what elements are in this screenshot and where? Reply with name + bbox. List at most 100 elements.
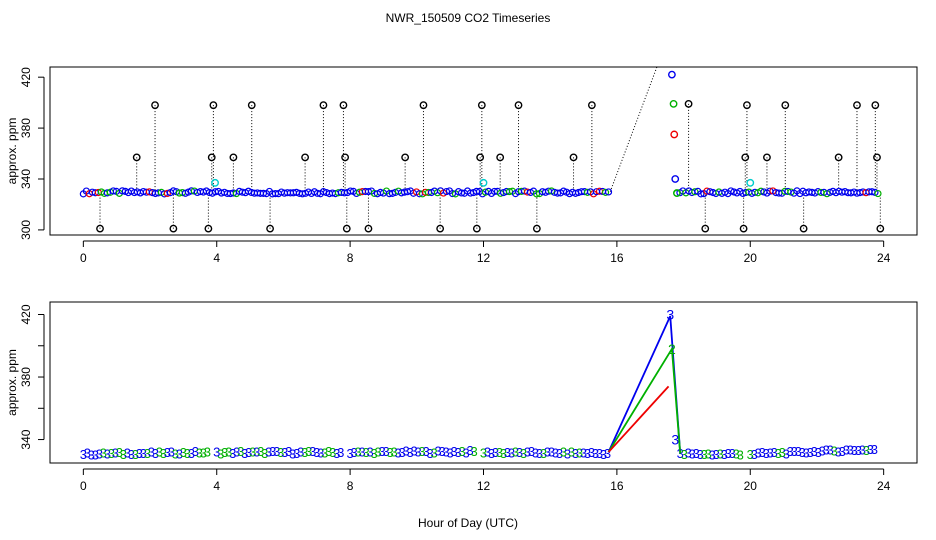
- marker-label: 3: [819, 444, 826, 459]
- marker-label: 3: [725, 446, 732, 461]
- marker-label: 3: [217, 446, 224, 461]
- data-point: [346, 187, 355, 195]
- marker-label: 3: [681, 447, 688, 462]
- marker-label: 3: [379, 444, 386, 459]
- spike-point: [341, 153, 350, 162]
- data-point: [601, 188, 610, 196]
- spike-point: [266, 224, 274, 233]
- marker-label: 3: [552, 445, 559, 460]
- marker-label: 3: [737, 448, 744, 463]
- spike-point: [514, 101, 523, 110]
- marker-label: 3: [439, 444, 446, 459]
- spike-point: [96, 224, 104, 233]
- marker-label: 3: [496, 445, 503, 460]
- marker-label: 3: [431, 446, 438, 461]
- marker-label: 3: [317, 446, 324, 461]
- marker-label: 3: [512, 444, 519, 459]
- spike-point: [436, 224, 445, 233]
- marker-label: 3: [548, 445, 555, 460]
- marker-label: 3: [747, 447, 754, 462]
- data-label: 3: [666, 307, 674, 323]
- x-tick-label: 16: [610, 479, 624, 493]
- spike-point: [876, 224, 885, 233]
- marker-label: 3: [350, 445, 357, 460]
- marker-label: 3: [204, 444, 211, 459]
- spike-point: [472, 224, 481, 233]
- data-point: [874, 189, 882, 198]
- spike-point: [339, 101, 348, 110]
- marker-label: 3: [407, 445, 414, 460]
- marker-label: 3: [839, 444, 846, 459]
- top-panel: 0 4 8 12 16 20 24 300 340 380 420 approx. ppm: [5, 66, 918, 265]
- marker-label: 3: [471, 444, 478, 459]
- marker-label: 3: [867, 442, 874, 457]
- spike-point: [739, 224, 748, 233]
- spike-point: [207, 153, 216, 162]
- marker-label: 3: [273, 444, 280, 459]
- spike-point: [701, 224, 710, 233]
- marker-label: 3: [467, 443, 474, 458]
- marker-label: 3: [811, 444, 818, 459]
- spike-point: [477, 101, 486, 110]
- peak-point: [673, 189, 681, 197]
- marker-label: 3: [767, 446, 774, 461]
- peak-point: [746, 178, 755, 187]
- data-point: [163, 189, 171, 197]
- marker-label: 3: [293, 446, 300, 461]
- marker-label: 3: [532, 446, 539, 461]
- marker-label: 3: [221, 445, 228, 460]
- peak-point: [211, 178, 219, 187]
- marker-label: 3: [301, 445, 308, 460]
- marker-label: 3: [751, 447, 758, 462]
- marker-label: 3: [176, 447, 183, 462]
- marker-label: 3: [241, 446, 248, 461]
- marker-label: 3: [855, 443, 862, 458]
- marker-label: 3: [847, 443, 854, 458]
- marker-label: 3: [791, 444, 798, 459]
- plot-frame: [49, 301, 918, 464]
- marker-label: 3: [803, 445, 810, 460]
- x-tick-label: 16: [610, 251, 624, 265]
- marker-label: 3: [443, 445, 450, 460]
- marker-label: 3: [367, 445, 374, 460]
- marker-label: 3: [265, 445, 272, 460]
- marker-label: 3: [520, 446, 527, 461]
- spike-point: [763, 153, 771, 162]
- data-point: [169, 187, 177, 195]
- marker-label: 3: [391, 444, 398, 459]
- spike-point: [741, 153, 750, 162]
- marker-label: 3: [447, 445, 454, 460]
- spike-point: [476, 153, 485, 162]
- data-point: [505, 187, 514, 196]
- marker-label: 3: [717, 446, 724, 461]
- spike-point: [853, 101, 861, 110]
- marker-label: 3: [851, 443, 858, 458]
- spike-point: [132, 153, 141, 162]
- spike-point: [834, 153, 843, 162]
- marker-label: 3: [346, 446, 353, 461]
- spike-point: [799, 224, 808, 233]
- marker-label: 3: [759, 445, 766, 460]
- marker-label: 3: [399, 445, 406, 460]
- spike-point: [871, 101, 880, 110]
- marker-label: 3: [755, 446, 762, 461]
- marker-label: 3: [693, 446, 700, 461]
- marker-label: 3: [815, 445, 822, 460]
- marker-label: 3: [100, 445, 107, 460]
- spike-point: [204, 224, 213, 233]
- marker-label: 3: [685, 446, 692, 461]
- marker-label: 3: [321, 445, 328, 460]
- marker-label: 3: [763, 446, 770, 461]
- marker-label: 3: [516, 445, 523, 460]
- y-axis-label: approx. ppm: [5, 349, 19, 416]
- marker-label: 3: [168, 444, 175, 459]
- x-tick-label: 24: [877, 251, 891, 265]
- marker-label: 3: [733, 447, 740, 462]
- marker-label: 3: [313, 445, 320, 460]
- marker-label: 3: [249, 444, 256, 459]
- spike-point: [781, 101, 790, 110]
- marker-label: 3: [132, 447, 139, 462]
- marker-label: 3: [831, 443, 838, 458]
- marker-label: 3: [771, 445, 778, 460]
- y-tick-label: 380: [19, 367, 33, 387]
